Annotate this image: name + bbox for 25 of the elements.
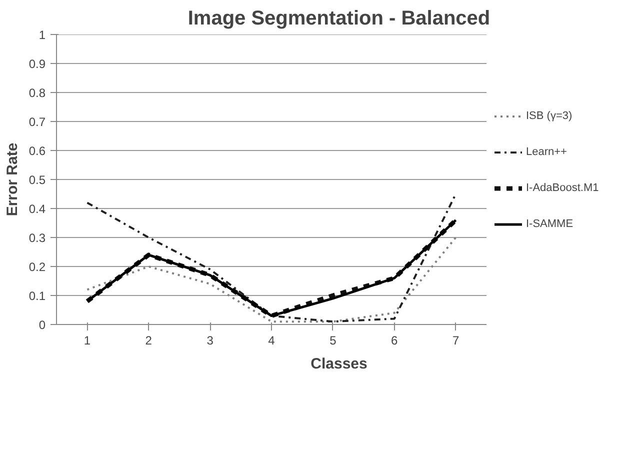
y-axis-title: Error Rate [4, 142, 21, 216]
y-tick-label: 0.3 [28, 231, 46, 245]
x-tick-label: 6 [391, 334, 398, 348]
x-axis-title: Classes [310, 356, 368, 372]
x-tick-label: 1 [84, 334, 91, 348]
y-tick-label: 0.1 [28, 289, 46, 303]
y-tick-label: 0.5 [28, 173, 46, 187]
y-tick-label: 0.8 [28, 86, 46, 100]
y-tick-label: 1 [38, 28, 46, 42]
chart-title: Image Segmentation - Balanced [188, 8, 490, 30]
x-tick-label: 4 [268, 334, 276, 348]
x-tick-label: 5 [330, 334, 337, 348]
y-tick-label: 0 [38, 318, 46, 332]
y-tick-label: 0.9 [28, 57, 46, 71]
legend-label: I-AdaBoost.M1 [526, 182, 599, 194]
x-tick-label: 7 [452, 334, 460, 348]
legend-label: ISB (γ=3) [526, 110, 572, 122]
y-tick-label: 0.2 [28, 260, 46, 274]
y-tick-label: 0.7 [28, 115, 46, 129]
x-tick-label: 3 [206, 334, 214, 348]
y-tick-label: 0.6 [28, 144, 46, 158]
legend-label: I-SAMME [526, 218, 574, 230]
x-tick-label: 2 [145, 334, 152, 348]
y-tick-label: 0.4 [28, 202, 46, 216]
legend-label: Learn++ [526, 146, 567, 158]
